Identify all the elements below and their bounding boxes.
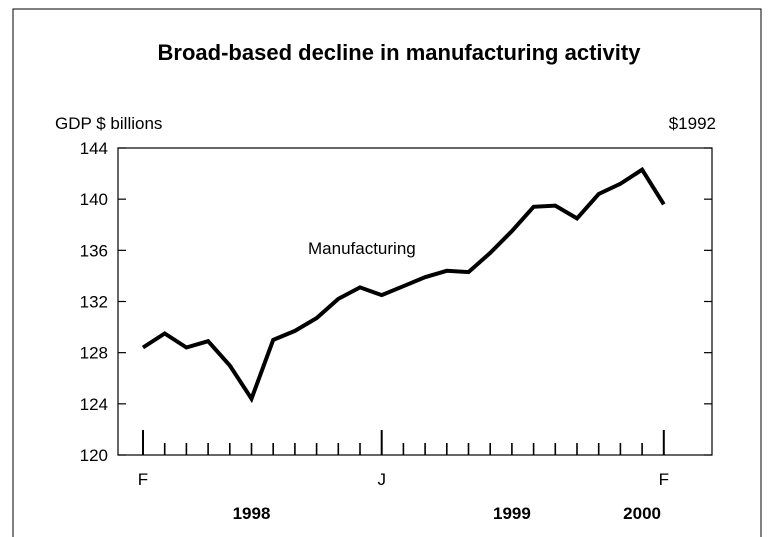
y-axis-label-left: GDP $ billions bbox=[55, 114, 162, 133]
chart-frame bbox=[12, 8, 762, 537]
y-tick-label: 144 bbox=[80, 139, 108, 158]
x-tick-label: F bbox=[659, 470, 669, 489]
chart-title: Broad-based decline in manufacturing act… bbox=[158, 40, 642, 65]
x-year-label: 2000 bbox=[623, 504, 661, 523]
plot-area bbox=[117, 147, 713, 456]
y-tick-label: 120 bbox=[80, 446, 108, 465]
x-tick-label: J bbox=[377, 470, 386, 489]
y-tick-label: 136 bbox=[80, 241, 108, 260]
y-tick-label: 132 bbox=[80, 293, 108, 312]
x-year-label: 1999 bbox=[493, 504, 531, 523]
y-tick-label: 128 bbox=[80, 344, 108, 363]
x-tick-label: F bbox=[138, 470, 148, 489]
y-tick-label: 124 bbox=[80, 395, 108, 414]
y-axis: 120 124 128 132 136 140 144 bbox=[80, 139, 712, 465]
y-tick-label: 140 bbox=[80, 190, 108, 209]
x-year-label: 1998 bbox=[233, 504, 271, 523]
series-line-manufacturing bbox=[141, 166, 666, 404]
y-axis-label-right: $1992 bbox=[669, 114, 716, 133]
series-label-manufacturing: Manufacturing bbox=[308, 239, 416, 258]
x-axis: F J F 1998 1999 2000 bbox=[138, 430, 669, 523]
series-group bbox=[141, 166, 666, 404]
